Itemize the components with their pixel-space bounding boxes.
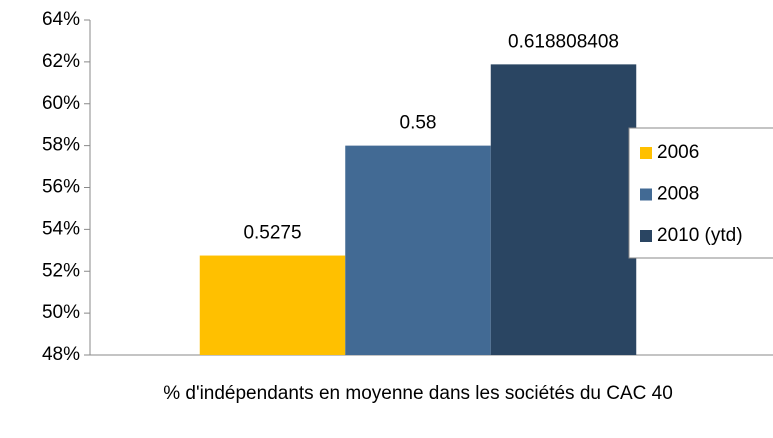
bar <box>490 64 637 355</box>
data-label: 0.5275 <box>243 223 301 244</box>
legend-swatch <box>640 147 652 159</box>
y-tick-label: 48% <box>42 344 80 365</box>
y-tick-label: 56% <box>42 177 80 198</box>
y-tick-label: 62% <box>42 51 80 72</box>
legend-box <box>628 127 773 259</box>
y-tick-label: 52% <box>42 260 80 281</box>
y-tick-label: 60% <box>42 93 80 114</box>
y-tick-label: 54% <box>42 218 80 239</box>
legend-label: 2006 <box>657 142 699 163</box>
legend-swatch <box>640 230 652 242</box>
legend-label: 2008 <box>657 184 699 205</box>
y-tick-label: 58% <box>42 135 80 156</box>
legend-swatch <box>640 188 652 201</box>
y-tick-label: 50% <box>42 302 80 323</box>
y-tick-label: 64% <box>42 9 80 30</box>
x-category-label: % d'indépendants en moyenne dans les soc… <box>163 383 673 404</box>
data-label: 0.618808408 <box>508 31 619 52</box>
bar <box>199 255 346 355</box>
bar <box>345 145 491 355</box>
data-label: 0.58 <box>400 113 437 134</box>
legend-label: 2010 (ytd) <box>657 225 743 246</box>
